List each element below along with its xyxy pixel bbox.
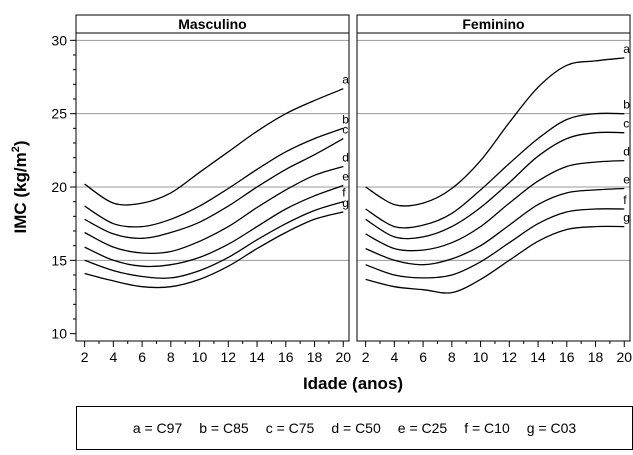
series-line-a	[365, 57, 625, 207]
x-tick-label: 14	[530, 349, 546, 365]
series-line-g	[84, 211, 344, 289]
x-tick-label: 4	[390, 349, 398, 365]
series-label-c: c	[342, 123, 348, 137]
x-tick-label: 10	[473, 349, 489, 365]
y-tick-label: 15	[51, 252, 67, 268]
x-tick-label: 4	[109, 349, 117, 365]
panel-title: Masculino	[178, 16, 246, 32]
series-label-b: b	[342, 112, 349, 126]
x-tick-label: 6	[419, 349, 427, 365]
series-label-g: g	[342, 196, 349, 210]
series-label-a: a	[623, 42, 630, 56]
series-line-f	[365, 208, 625, 279]
y-tick-label: 20	[51, 179, 67, 195]
chart: IMC (kg/m2) Idade (anos) 10 15 20 25 30 Masculi…	[10, 14, 632, 393]
series-label-a: a	[342, 73, 349, 87]
legend-item-c: c = C75	[265, 420, 315, 436]
x-tick-label: 8	[167, 349, 175, 365]
series-label-e: e	[342, 170, 349, 184]
chart-legend: a = C97 b = C85 c = C75 d = C50 e = C25 f = C…	[76, 406, 633, 450]
x-tick-label: 2	[362, 349, 370, 365]
y-tick-label: 25	[51, 106, 67, 122]
x-tick-label: 6	[138, 349, 146, 365]
series-label-d: d	[342, 150, 349, 164]
legend-item-d: d = C50	[331, 420, 381, 436]
x-tick-label: 12	[221, 349, 237, 365]
series-label-f: f	[342, 186, 346, 200]
series-label-d: d	[623, 145, 630, 159]
x-tick-label: 16	[278, 349, 294, 365]
series-line-c	[84, 138, 344, 239]
series-label-c: c	[623, 117, 629, 131]
x-tick-label: 2	[81, 349, 89, 365]
x-tick-label: 8	[448, 349, 456, 365]
panel-frame	[75, 14, 350, 342]
series-label-f: f	[623, 193, 627, 207]
series-line-d	[84, 165, 344, 255]
series-line-d	[365, 159, 625, 252]
series-line-c	[365, 131, 625, 240]
x-tick-label: 20	[335, 349, 351, 365]
series-label-g: g	[623, 211, 630, 225]
legend-item-e: e = C25	[397, 420, 448, 436]
y-tick-label: 10	[51, 326, 67, 342]
x-tick-label: 18	[588, 349, 604, 365]
series-line-b	[365, 112, 625, 229]
x-axis-label: Idade (anos)	[303, 374, 403, 393]
panel-frame	[356, 14, 631, 342]
series-line-g	[365, 225, 625, 294]
series-line-a	[84, 88, 344, 206]
x-tick-label: 20	[616, 349, 632, 365]
x-tick-label: 16	[559, 349, 575, 365]
y-tick-label: 30	[51, 32, 67, 48]
x-tick-label: 18	[307, 349, 323, 365]
legend-item-b: b = C85	[199, 420, 249, 436]
y-axis-label: IMC (kg/m2)	[10, 140, 30, 233]
series-label-b: b	[623, 98, 630, 112]
series-line-f	[84, 201, 344, 279]
legend-item-g: g = C03	[526, 420, 577, 436]
series-line-b	[84, 127, 344, 228]
series-label-e: e	[623, 172, 630, 186]
x-tick-label: 14	[249, 349, 265, 365]
panel-title: Feminino	[462, 16, 524, 32]
x-tick-label: 10	[192, 349, 208, 365]
legend-item-a: a = C97	[132, 420, 183, 436]
legend-item-f: f = C10	[464, 420, 510, 436]
series-line-e	[84, 184, 344, 268]
x-tick-label: 12	[502, 349, 518, 365]
series-line-e	[365, 187, 625, 266]
